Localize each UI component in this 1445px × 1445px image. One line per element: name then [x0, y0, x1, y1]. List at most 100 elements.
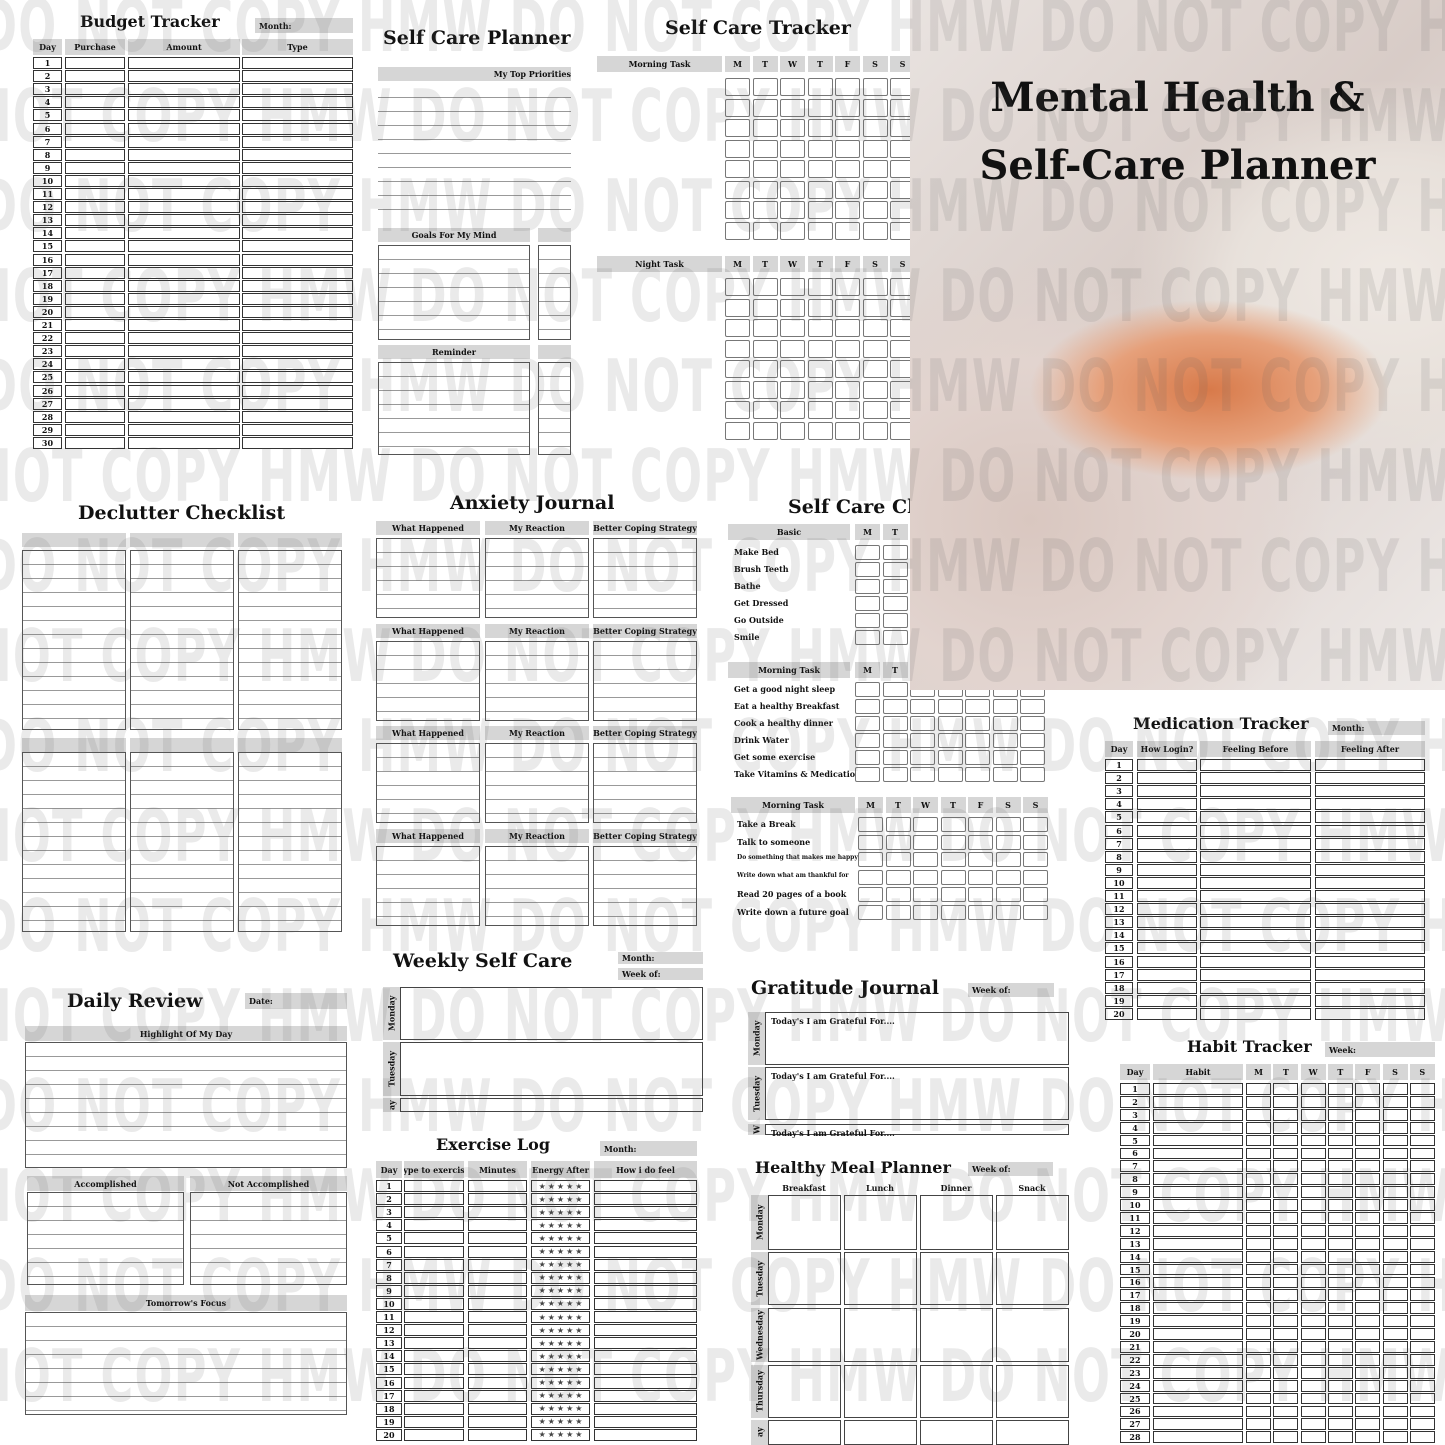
star-icon[interactable]: ★ — [538, 1391, 546, 1401]
checklist-checkbox[interactable] — [910, 733, 935, 748]
checklist-checkbox[interactable] — [992, 733, 1018, 748]
habit-cell[interactable] — [1409, 1392, 1435, 1405]
habit-cell[interactable] — [1246, 1173, 1271, 1186]
tracker-checkbox[interactable] — [752, 360, 778, 378]
habit-cell[interactable] — [1246, 1263, 1271, 1276]
checklist-checkbox[interactable] — [882, 733, 908, 748]
habit-cell[interactable] — [1327, 1237, 1353, 1250]
tracker-checkbox[interactable] — [807, 98, 833, 117]
exercise-cell[interactable] — [404, 1428, 464, 1441]
exercise-cell[interactable] — [594, 1389, 697, 1402]
checklist-checkbox[interactable] — [882, 630, 908, 645]
star-icon[interactable]: ★ — [538, 1220, 546, 1230]
habit-cell[interactable] — [1382, 1083, 1408, 1095]
habit-cell[interactable] — [1409, 1212, 1435, 1224]
exercise-cell[interactable] — [594, 1232, 697, 1245]
checklist-checkbox[interactable] — [940, 852, 966, 867]
checklist-checkbox[interactable] — [937, 716, 963, 731]
habit-cell[interactable] — [1300, 1212, 1326, 1224]
habit-cell[interactable] — [1355, 1263, 1381, 1276]
habit-cell[interactable] — [1153, 1366, 1243, 1379]
habit-cell[interactable] — [1409, 1302, 1435, 1315]
habit-cell[interactable] — [1382, 1315, 1408, 1328]
star-icon[interactable]: ★ — [547, 1181, 555, 1191]
habit-cell[interactable] — [1355, 1328, 1381, 1340]
medication-cell[interactable] — [1137, 837, 1197, 850]
exercise-cell[interactable]: ★ ★ ★ ★ ★ — [531, 1284, 590, 1297]
habit-cell[interactable] — [1273, 1147, 1299, 1160]
gratitude-day-box[interactable]: Today's I am Grateful For.... — [765, 1012, 1069, 1065]
meal-cell[interactable] — [920, 1365, 993, 1418]
checklist-checkbox[interactable] — [855, 750, 880, 765]
habit-cell[interactable] — [1153, 1186, 1243, 1199]
anxiety-box[interactable] — [485, 743, 589, 823]
checklist-checkbox[interactable] — [882, 682, 908, 697]
habit-cell[interactable] — [1355, 1108, 1381, 1121]
habit-cell[interactable] — [1355, 1289, 1381, 1302]
checklist-checkbox[interactable] — [1020, 699, 1045, 714]
exercise-cell[interactable] — [594, 1258, 697, 1271]
habit-cell[interactable] — [1300, 1276, 1326, 1289]
habit-cell[interactable] — [1300, 1366, 1326, 1379]
checklist-checkbox[interactable] — [965, 767, 990, 782]
tracker-checkbox[interactable] — [725, 221, 750, 240]
exercise-cell[interactable] — [594, 1219, 697, 1232]
habit-cell[interactable] — [1273, 1328, 1299, 1340]
habit-cell[interactable] — [1327, 1353, 1353, 1366]
tracker-checkbox[interactable] — [752, 180, 778, 199]
checklist-checkbox[interactable] — [965, 750, 990, 765]
habit-cell[interactable] — [1327, 1302, 1353, 1315]
tracker-checkbox[interactable] — [862, 139, 888, 158]
habit-cell[interactable] — [1382, 1212, 1408, 1224]
checklist-checkbox[interactable] — [855, 699, 880, 714]
habit-cell[interactable] — [1327, 1108, 1353, 1121]
exercise-cell[interactable] — [404, 1363, 464, 1376]
habit-cell[interactable] — [1273, 1276, 1299, 1289]
anxiety-box[interactable] — [376, 641, 480, 721]
habit-cell[interactable] — [1327, 1199, 1353, 1211]
habit-cell[interactable] — [1300, 1263, 1326, 1276]
habit-cell[interactable] — [1153, 1418, 1243, 1431]
checklist-checkbox[interactable] — [937, 750, 963, 765]
habit-cell[interactable] — [1382, 1289, 1408, 1302]
habit-cell[interactable] — [1409, 1121, 1435, 1134]
budget-cell[interactable] — [128, 161, 240, 174]
medication-cell[interactable] — [1315, 929, 1425, 942]
checklist-checkbox[interactable] — [1023, 834, 1048, 850]
exercise-cell[interactable]: ★ ★ ★ ★ ★ — [531, 1232, 590, 1245]
declutter-box[interactable] — [130, 752, 234, 932]
star-icon[interactable]: ★ — [547, 1260, 555, 1270]
habit-cell[interactable] — [1300, 1173, 1326, 1186]
tracker-checkbox[interactable] — [862, 160, 888, 178]
tracker-checkbox[interactable] — [752, 401, 778, 419]
exercise-cell[interactable]: ★ ★ ★ ★ ★ — [531, 1363, 590, 1376]
tracker-checkbox[interactable] — [752, 421, 778, 440]
meal-cell[interactable] — [996, 1365, 1069, 1418]
medication-cell[interactable] — [1315, 785, 1425, 798]
habit-cell[interactable] — [1382, 1173, 1408, 1186]
weekly-day-box[interactable] — [400, 987, 703, 1040]
star-icon[interactable]: ★ — [575, 1378, 583, 1388]
tracker-checkbox[interactable] — [780, 201, 805, 219]
checklist-checkbox[interactable] — [1020, 750, 1045, 765]
medication-cell[interactable] — [1315, 876, 1425, 889]
habit-cell[interactable] — [1273, 1134, 1299, 1147]
medication-cell[interactable] — [1200, 1007, 1311, 1020]
habit-cell[interactable] — [1409, 1224, 1435, 1237]
habit-cell[interactable] — [1327, 1160, 1353, 1173]
habit-cell[interactable] — [1153, 1160, 1243, 1173]
priorities-lines[interactable] — [378, 84, 571, 214]
habit-cell[interactable] — [1327, 1173, 1353, 1186]
habit-cell[interactable] — [1355, 1250, 1381, 1263]
habit-cell[interactable] — [1382, 1095, 1408, 1108]
habit-cell[interactable] — [1382, 1199, 1408, 1211]
habit-cell[interactable] — [1409, 1328, 1435, 1340]
budget-cell[interactable] — [242, 358, 353, 371]
exercise-cell[interactable] — [594, 1337, 697, 1350]
habit-cell[interactable] — [1273, 1121, 1299, 1134]
habit-cell[interactable] — [1327, 1212, 1353, 1224]
star-icon[interactable]: ★ — [538, 1181, 546, 1191]
habit-cell[interactable] — [1355, 1160, 1381, 1173]
medication-cell[interactable] — [1315, 955, 1425, 968]
habit-cell[interactable] — [1382, 1302, 1408, 1315]
